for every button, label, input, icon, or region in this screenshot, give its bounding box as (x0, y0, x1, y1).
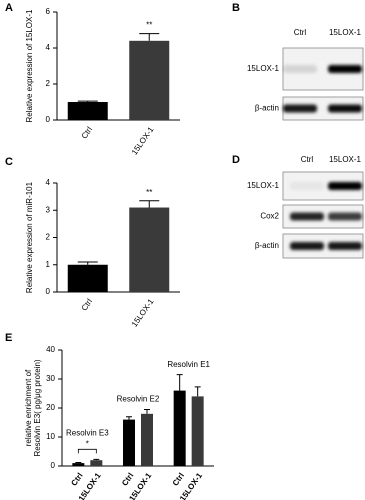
group-label: Resolvin E2 (117, 395, 160, 404)
blot-band (328, 65, 362, 73)
significance: ** (146, 188, 152, 197)
bar (123, 419, 135, 466)
bar (129, 207, 170, 292)
panel-letter: C (5, 156, 13, 168)
significance: * (86, 439, 89, 448)
lane-label: 15LOX-1 (329, 155, 362, 164)
error-bar (77, 100, 98, 102)
y-tick-label: 4 (46, 178, 51, 187)
error-bar (139, 33, 160, 41)
bar (191, 396, 204, 466)
significance-bracket (77, 448, 97, 454)
error-bar (144, 408, 150, 414)
blot-row-label: β-actin (255, 104, 279, 113)
blot-band (283, 104, 317, 113)
blot-row-label: 15LOX-1 (247, 64, 280, 73)
y-axis-label: Relative expression of 15LOX-1 (25, 9, 34, 123)
y-tick-label: 4 (46, 43, 51, 52)
blot-band (328, 212, 362, 221)
lane-label: Ctrl (301, 155, 314, 164)
y-tick-label: 20 (46, 403, 55, 412)
blot-band (290, 242, 324, 250)
blot-band (290, 182, 324, 190)
bar (67, 102, 108, 120)
bar (173, 390, 186, 466)
blot-band (328, 242, 362, 250)
blot-band (328, 104, 362, 113)
panel-letter: A (5, 2, 13, 14)
error-bar (194, 386, 201, 397)
bar (141, 413, 153, 466)
blot-row-label: 15LOX-1 (247, 181, 280, 190)
x-tick-label: Ctrl (80, 297, 95, 313)
panel-letter: D (232, 154, 240, 166)
panel-letter: B (232, 2, 240, 14)
x-tick-label: Ctrl (69, 471, 84, 487)
lane-label: Ctrl (294, 28, 307, 37)
blot-band (283, 65, 317, 73)
x-tick-label: Ctrl (120, 471, 135, 487)
x-tick-label: Ctrl (80, 125, 95, 141)
lane-label: 15LOX-1 (329, 28, 362, 37)
y-tick-label: 2 (46, 79, 51, 88)
y-tick-label: 30 (46, 374, 55, 383)
x-tick-label: 15LOX-1 (130, 125, 156, 157)
error-bar (176, 374, 183, 391)
y-tick-label: 0 (51, 461, 56, 470)
error-bar (126, 416, 132, 420)
y-tick-label: 0 (46, 287, 51, 296)
group-label: Resolvin E1 (167, 360, 210, 369)
panel-letter: E (5, 332, 12, 344)
bar (72, 463, 85, 466)
x-tick-label: Ctrl (171, 471, 186, 487)
y-tick-label: 3 (46, 205, 51, 214)
y-tick-label: 0 (46, 115, 51, 124)
y-tick-label: 2 (46, 233, 51, 242)
y-axis-label: Relative expression of miR-101 (25, 181, 34, 293)
y-axis-label: Resolvin E3( pg/μg protein) (33, 359, 42, 456)
blot-band (328, 182, 362, 190)
y-tick-label: 1 (46, 260, 51, 269)
y-axis-label: relative enrichment of (24, 369, 33, 446)
error-bar (139, 200, 160, 208)
error-bar (93, 458, 100, 461)
y-tick-label: 40 (46, 345, 55, 354)
error-bar (75, 462, 82, 464)
error-bar (77, 261, 98, 265)
blot-row-label: β-actin (255, 241, 279, 250)
y-tick-label: 10 (46, 432, 55, 441)
significance: ** (146, 21, 152, 30)
x-tick-label: 15LOX-1 (130, 297, 156, 329)
group-label: Resolvin E3 (66, 428, 109, 437)
blot-row-label: Cox2 (260, 212, 279, 221)
y-tick-label: 6 (46, 7, 51, 16)
bar (67, 264, 108, 292)
bar (129, 40, 170, 120)
blot-band (290, 212, 324, 221)
bar (90, 460, 103, 466)
